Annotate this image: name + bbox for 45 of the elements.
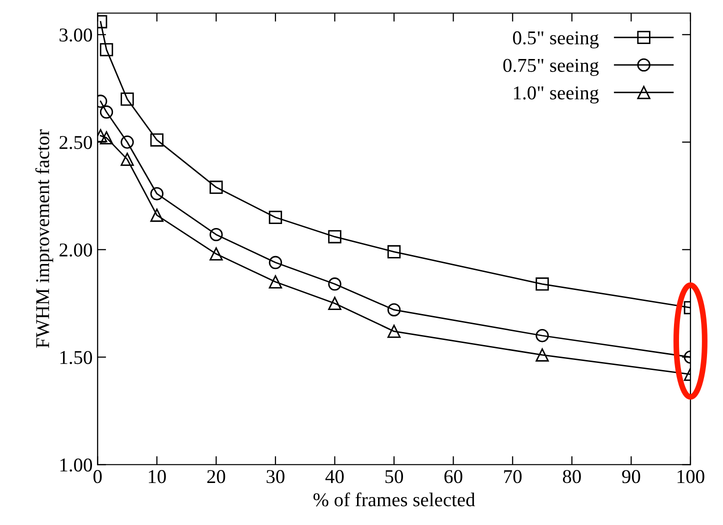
point [268,210,282,224]
y-axis-title: FWHM improvement factor [35,129,54,348]
legend-label: 0.5" seeing [513,31,599,48]
x-axis-title: % of frames selected [313,492,476,506]
x-tick-label: 10 [148,470,166,484]
point [120,92,134,106]
point [268,256,282,270]
point [387,324,401,338]
point [387,303,401,316]
point [328,296,342,310]
y-tick-label: 2.50 [60,136,92,150]
x-tick-label: 60 [444,470,462,484]
y-tick-label: 1.00 [60,458,92,472]
point [536,277,549,291]
x-tick-label: 0 [93,470,102,484]
point [150,133,164,147]
y-tick-label: 2.00 [60,243,92,257]
point [100,131,114,144]
point [210,228,223,242]
point [100,43,114,56]
x-tick-label: 70 [504,470,522,484]
x-tick-label: 100 [678,470,704,484]
point [150,187,164,200]
y-tick-label: 1.50 [60,350,92,364]
x-tick-label: 50 [385,470,404,484]
x-tick-label: 30 [266,470,284,484]
point [210,247,223,261]
point [150,208,164,222]
x-tick-label: 90 [622,470,640,484]
x-tick-label: 20 [207,470,226,484]
point [268,275,282,288]
point [120,152,134,166]
point [120,136,134,149]
x-tick-label: 40 [325,470,344,484]
y-tick-label: 3.00 [60,28,92,42]
legend-label: 1.0" seeing [514,86,599,104]
point [536,348,549,362]
point [328,277,342,291]
point [100,105,114,119]
point [387,245,401,258]
x-tick-label: 80 [562,470,581,484]
legend-label: 0.75" seeing [503,58,599,76]
point [328,230,342,244]
point [536,329,549,342]
point [210,180,223,194]
